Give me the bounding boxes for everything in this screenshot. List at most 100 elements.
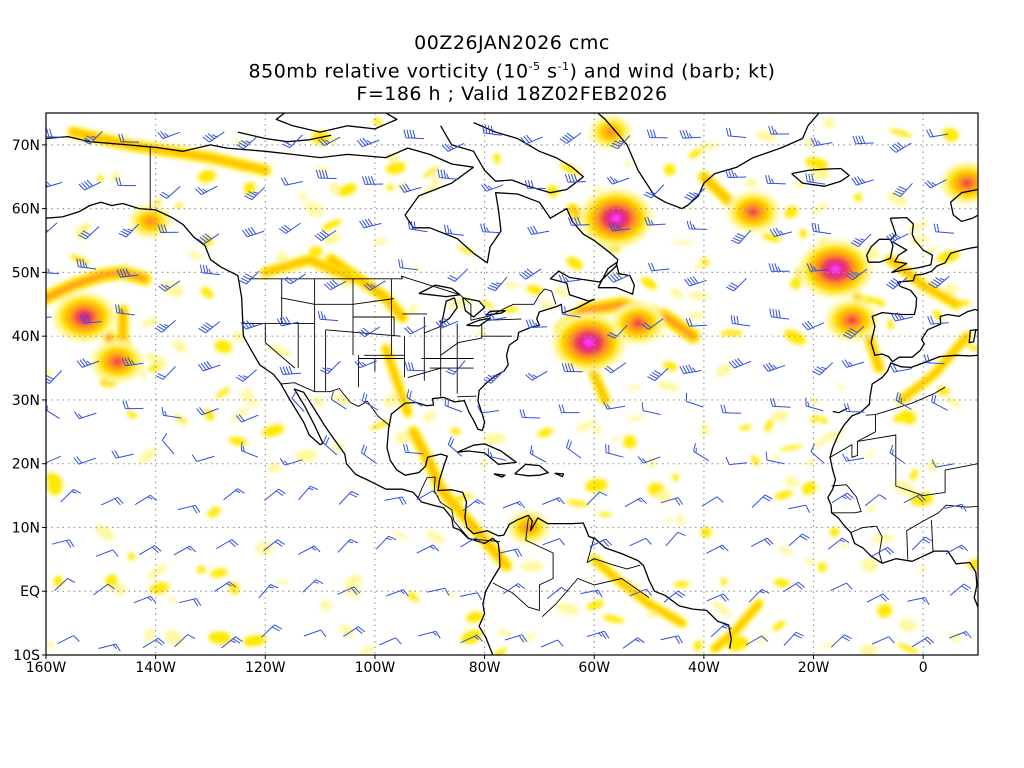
lat-tick-label: 40N — [12, 329, 40, 345]
vorticity-blob — [228, 581, 240, 595]
lat-tick-label: 10S — [13, 648, 40, 664]
wind-barb — [177, 504, 201, 514]
wind-barb — [404, 325, 427, 335]
coast-newfoundland — [597, 262, 635, 295]
wind-barb — [223, 488, 245, 501]
map-plot-area — [46, 113, 978, 655]
wind-barb — [322, 435, 338, 456]
vorticity-blob — [761, 233, 781, 243]
lon-tick-label: 60W — [578, 660, 610, 676]
wind-barb — [886, 232, 909, 243]
wind-barb — [927, 315, 949, 325]
wind-barb — [604, 362, 627, 374]
coast-arctic — [46, 135, 474, 168]
wind-barb — [73, 411, 97, 420]
vorticity-maximum — [611, 214, 622, 223]
wind-barb — [133, 595, 157, 604]
state-line — [325, 329, 401, 337]
vorticity-blob — [942, 127, 959, 142]
vorticity-blob — [504, 282, 521, 289]
wind-barb — [46, 267, 59, 275]
wind-barb — [663, 590, 686, 603]
vorticity-blob — [676, 514, 685, 526]
wind-barb — [706, 593, 730, 602]
vorticity-blob — [457, 246, 475, 255]
vorticity-blob — [432, 173, 440, 186]
vorticity-blob — [97, 174, 104, 182]
wind-barb — [82, 130, 103, 145]
coast-britain — [889, 216, 934, 274]
vorticity-blob — [127, 553, 136, 561]
wind-barb — [198, 321, 221, 334]
wind-barb — [603, 401, 626, 410]
wind-barb — [811, 222, 832, 235]
wind-barb — [558, 404, 580, 414]
wind-barb — [769, 308, 790, 320]
state-line — [281, 297, 315, 305]
wind-barb — [843, 326, 865, 340]
wind-barb — [783, 631, 804, 646]
wind-barb — [283, 273, 306, 285]
vorticity-band-core — [592, 557, 684, 626]
wind-barb — [118, 133, 140, 143]
vorticity-blob — [372, 238, 388, 246]
wind-barb — [404, 362, 426, 372]
wind-barb — [903, 494, 926, 504]
vorticity-blob — [697, 142, 720, 151]
vorticity-blob — [209, 568, 228, 578]
vorticity-blob — [329, 182, 340, 195]
wind-barb — [161, 433, 175, 455]
coast-puerto-rico — [554, 472, 565, 478]
wind-barb — [864, 494, 887, 507]
lake-erie — [466, 317, 491, 327]
lake-huron — [462, 297, 486, 318]
wind-barb — [852, 135, 874, 145]
vorticity-blob — [897, 643, 919, 654]
vorticity-blob — [591, 186, 604, 191]
coast-victoria — [275, 113, 398, 133]
wind-barb — [895, 391, 912, 410]
wind-barb — [568, 216, 590, 226]
vorticity-band-max — [46, 270, 147, 300]
wind-barb — [46, 316, 52, 318]
wind-barb — [236, 136, 258, 150]
wind-barb — [525, 319, 548, 329]
wind-barb — [73, 456, 96, 465]
vorticity-blob — [323, 232, 341, 245]
wind-barb — [54, 577, 76, 591]
wind-barb — [931, 459, 954, 468]
wind-barb — [444, 397, 463, 413]
vorticity-blob — [164, 630, 184, 646]
wind-barb — [827, 537, 850, 550]
coast-jamaica — [493, 473, 506, 478]
vorticity-blob — [750, 455, 760, 466]
vorticity-blob — [861, 558, 878, 572]
wind-barb — [872, 636, 895, 645]
vorticity-blob — [147, 564, 168, 580]
vorticity-blob — [208, 631, 232, 645]
wind-barb — [161, 407, 182, 419]
vorticity-blob — [395, 431, 410, 445]
vorticity-blob — [817, 562, 827, 572]
vorticity-blob — [144, 628, 155, 643]
wind-barb — [76, 258, 97, 270]
vorticity-blob — [422, 166, 439, 178]
wind-barb — [606, 176, 630, 185]
wind-barb — [403, 129, 425, 140]
vorticity-blob — [641, 277, 657, 290]
wind-barb — [406, 389, 423, 407]
wind-barb — [782, 581, 806, 593]
wind-barb — [158, 280, 181, 292]
vorticity-blob — [871, 534, 895, 543]
wind-barb — [98, 643, 121, 652]
wind-barb — [928, 275, 950, 289]
coast-hispaniola — [514, 463, 549, 477]
vorticity-blob — [493, 152, 501, 164]
vorticity-maximum — [846, 316, 857, 325]
wind-barb — [923, 354, 945, 365]
vorticity-blob — [242, 388, 254, 400]
wind-barb — [199, 264, 220, 276]
wind-barb — [240, 320, 264, 330]
vorticity-blob — [305, 201, 324, 217]
vorticity-blob — [865, 246, 880, 260]
